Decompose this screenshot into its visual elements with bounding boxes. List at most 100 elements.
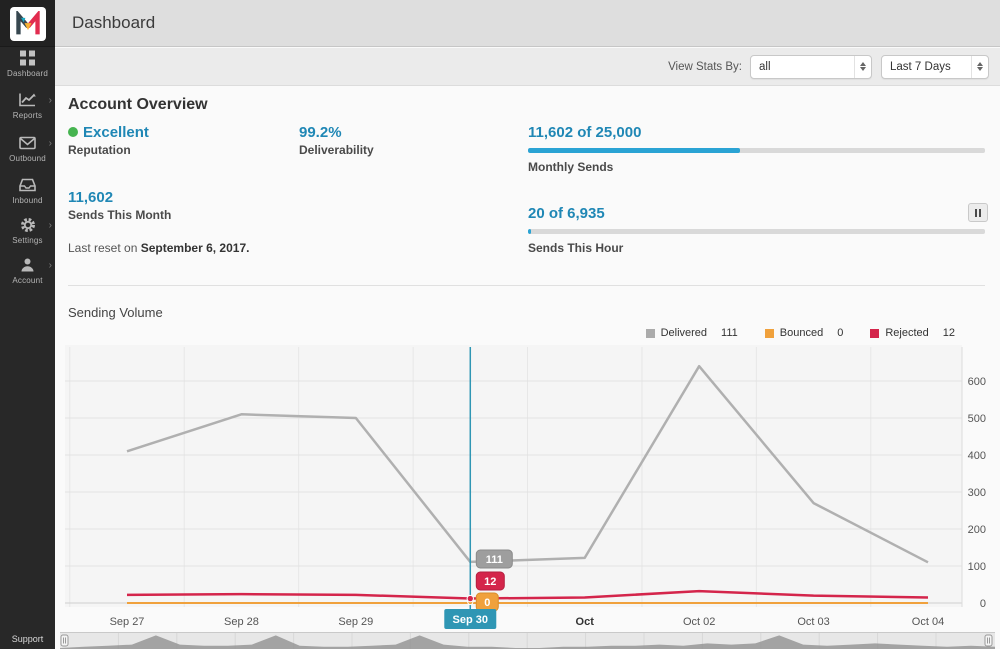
legend-item-rejected[interactable]: Rejected 12 [870,327,955,339]
person-icon [21,258,34,272]
stats-filter-select[interactable]: all [750,54,872,79]
sidebar-item-support[interactable]: Support [11,634,44,644]
chevron-right-icon: › [48,260,52,271]
navigator-left-handle [60,634,69,647]
y-axis-labels: 0 100 200 300 400 500 600 [968,376,986,610]
section-title-account-overview: Account Overview [68,96,208,113]
svg-text:Oct 02: Oct 02 [683,616,715,628]
sidebar-item-label: Dashboard [7,69,48,78]
deliverability-label: Deliverability [299,143,374,157]
reputation-label: Reputation [68,143,131,157]
svg-text:12: 12 [484,576,496,588]
svg-text:0: 0 [980,598,986,610]
deliverability-value: 99.2% [299,124,342,141]
delivered-badge [475,549,513,569]
selected-date-box [444,609,497,629]
sidebar-item-label: Account [12,276,43,285]
legend-item-bounced[interactable]: Bounced 0 [764,327,843,339]
mailgun-logo[interactable] [10,7,46,41]
select-stepper-icon [854,55,871,78]
envelope-icon [19,136,36,150]
svg-text:500: 500 [968,413,986,425]
rejected-swatch-icon [870,328,880,338]
x-axis-labels: Sep 27 Sep 28 Sep 29 Oct Oct 02 Oct 03 Oct 04 [110,616,945,628]
selected-date-label: Sep 30 [453,614,488,626]
rejected-badge [475,571,505,591]
sends-this-hour-value: 20 of 6,935 [528,205,605,222]
stats-filter-value: all [759,60,771,73]
series-delivered [126,364,929,564]
chevron-right-icon: › [48,138,52,149]
top-bar: Dashboard [55,0,1000,47]
page-title: Dashboard [72,13,156,32]
series-rejected [126,589,929,600]
svg-text:0: 0 [484,597,490,609]
section-title-sending-volume: Sending Volume [68,305,163,320]
sending-volume-chart[interactable]: 111 12 0 Sep 27 Sep 28 Sep 29 Oct Oct 02 Oct 03 O… [65,345,990,630]
sidebar-item-account[interactable]: Account › [0,257,55,285]
sidebar-item-label: Settings [12,236,43,245]
svg-text:100: 100 [968,561,986,573]
inbox-icon [19,178,36,192]
select-stepper-icon [971,55,988,78]
sends-this-hour-label: Sends This Hour [528,241,624,255]
chevron-right-icon: › [48,220,52,231]
svg-text:Sep 28: Sep 28 [224,616,259,628]
deliverability-stat: 99.2% Deliverability [299,124,374,157]
monthly-sends-label: Monthly Sends [528,160,614,174]
svg-text:300: 300 [968,487,986,499]
mailgun-m-icon [16,11,40,35]
view-stats-by-label: View Stats By: [668,60,742,73]
sidebar-item-inbound[interactable]: Inbound [0,177,55,205]
date-range-select[interactable]: Last 7 Days [881,54,989,79]
svg-text:Sep 29: Sep 29 [338,616,373,628]
sends-this-month-label: Sends This Month [68,208,172,222]
svg-text:600: 600 [968,376,986,388]
chart-series [126,364,929,604]
svg-text:400: 400 [968,450,986,462]
section-divider [68,285,985,286]
bounced-swatch-icon [764,328,774,338]
sidebar-item-label: Inbound [12,196,43,205]
pause-icon [975,208,977,217]
chart-icon [19,93,36,107]
svg-text:Sep 27: Sep 27 [110,616,145,628]
svg-text:Oct: Oct [576,616,595,628]
grid-icon [20,50,35,66]
sidebar-item-label: Reports [12,111,43,120]
svg-text:111: 111 [486,554,503,566]
sidebar-item-outbound[interactable]: Outbound › [0,135,55,163]
monthly-sends-value: 11,602 of 25,000 [528,124,642,141]
chevron-right-icon: › [48,95,52,106]
delivered-swatch-icon [645,328,655,338]
legend-item-delivered[interactable]: Delivered 111 [645,327,738,339]
sidebar-item-dashboard[interactable]: Dashboard [0,50,55,78]
last-reset-text: Last reset on September 6, 2017. [68,241,250,255]
sidebar-item-settings[interactable]: Settings › [0,217,55,245]
monthly-sends-stat: 11,602 of 25,000 Monthly Sends [528,124,985,174]
sidebar-item-reports[interactable]: Reports › [0,92,55,120]
monthly-sends-progress [528,148,985,153]
svg-text:Oct 03: Oct 03 [797,616,829,628]
navigator-sparkline [60,635,995,649]
stats-toolbar: View Stats By: all Last 7 Days [55,48,1000,86]
sends-this-month-stat: 11,602 Sends This Month [68,189,171,222]
chart-legend: Delivered 111 Bounced 0 Rejected 12 [619,327,955,339]
sends-this-hour-progress-fill [528,229,532,234]
reputation-value: Excellent [68,124,149,141]
chart-navigator[interactable] [60,632,995,649]
pause-sending-button[interactable] [968,203,988,222]
monthly-sends-progress-fill [528,148,741,153]
date-range-value: Last 7 Days [890,60,951,73]
status-dot-icon [68,127,78,137]
chart-tooltip: 111 12 0 [475,549,513,612]
gear-icon [20,218,35,232]
svg-text:200: 200 [968,524,986,536]
sidebar-item-label: Outbound [9,154,46,163]
main-content: Account Overview Excellent Reputation 99… [55,86,1000,649]
rejected-point [466,594,474,603]
last-reset-date: September 6, 2017. [140,241,250,255]
sidebar: Dashboard Reports › Outbound › I [0,0,55,649]
reputation-stat: Excellent Reputation [68,124,149,157]
